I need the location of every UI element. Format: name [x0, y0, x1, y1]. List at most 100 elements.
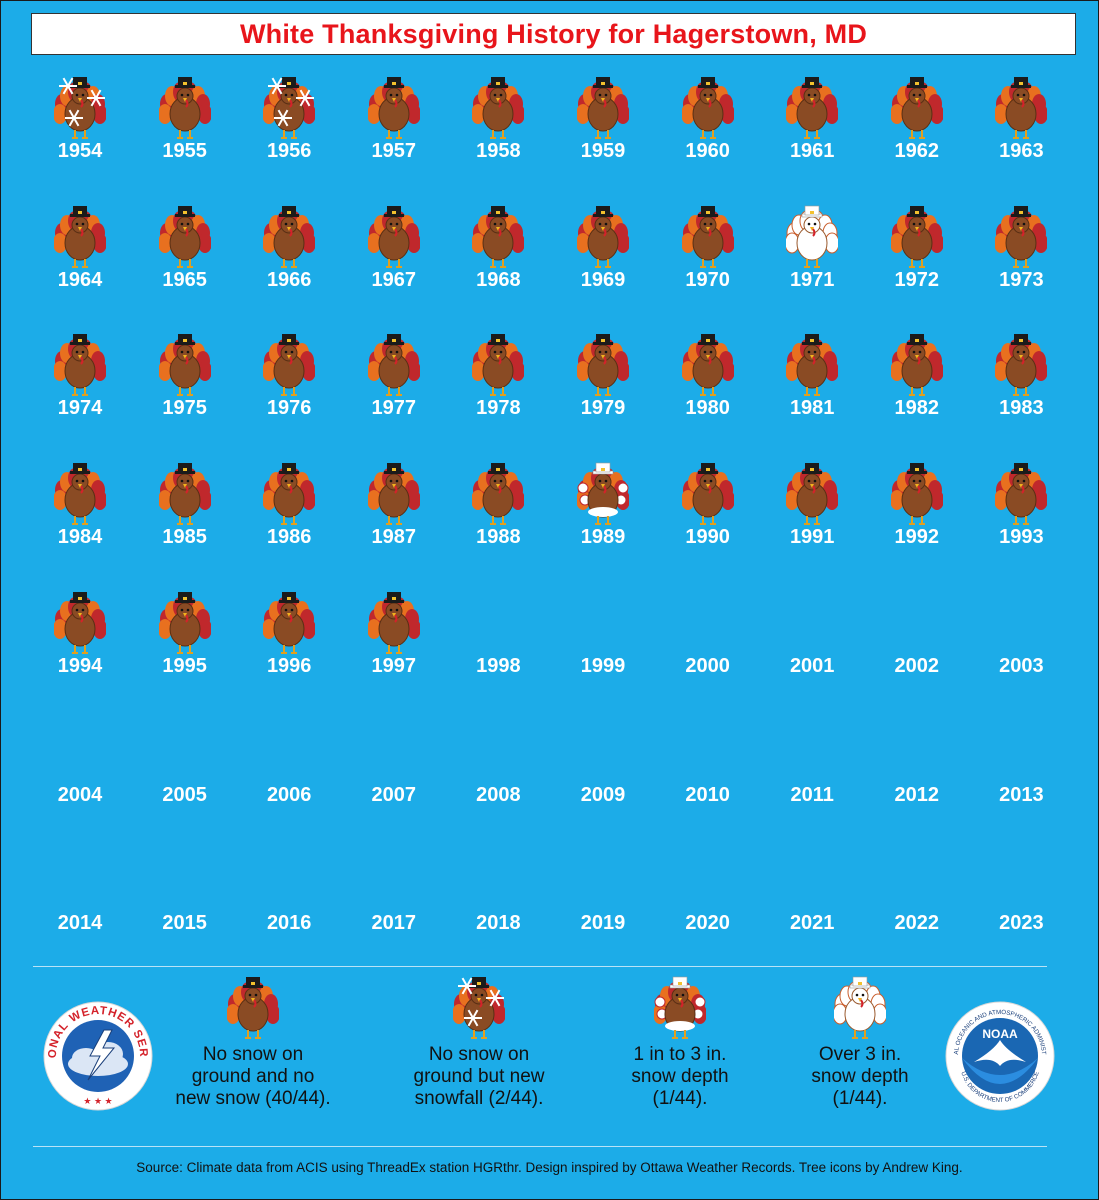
year-label: 1983: [999, 397, 1044, 420]
year-cell: 1973: [976, 205, 1066, 305]
plain-turkey-icon: [226, 976, 280, 1040]
year-cell: 1960: [663, 76, 753, 176]
plain-turkey-icon: [994, 333, 1049, 397]
legend-label: 1 in to 3 in. snow depth (1/44).: [631, 1044, 729, 1109]
source-note: Source: Climate data from ACIS using Thr…: [136, 1160, 963, 1175]
year-label: 2016: [266, 912, 312, 935]
year-cell: 1992: [872, 462, 962, 562]
plain-turkey-icon: [366, 205, 421, 269]
year-label: 1999: [580, 654, 626, 677]
legend-divider: [33, 966, 1047, 967]
year-cell: 1970: [663, 205, 753, 305]
year-label: 1993: [999, 526, 1044, 549]
year-label: 2014: [57, 912, 103, 935]
year-cell: 1985: [140, 462, 230, 562]
year-cell: 1962: [872, 76, 962, 176]
year-label: 1968: [476, 268, 521, 291]
deep-snow-turkey-icon: [832, 976, 888, 1040]
year-label: 1961: [789, 140, 835, 162]
year-cell: 1986: [244, 462, 334, 562]
year-label: 2003: [999, 654, 1044, 677]
legend-item: No snow on ground and no new snow (40/44…: [143, 976, 363, 1110]
year-label: 2020: [685, 912, 730, 935]
year-label: 1965: [162, 268, 207, 291]
plain-turkey-icon: [576, 205, 630, 269]
plain-turkey-icon: [53, 591, 107, 655]
year-cell: 2023: [976, 848, 1066, 948]
year-cell: 1998: [453, 591, 543, 691]
year-label: 2002: [894, 654, 940, 677]
year-cell: 1965: [140, 205, 230, 305]
legend-item: 1 in to 3 in. snow depth (1/44).: [570, 976, 790, 1110]
year-label: 2013: [999, 783, 1044, 806]
legend-item: No snow on ground but new snowfall (2/44…: [369, 976, 589, 1110]
year-cell: 1979: [558, 333, 648, 433]
year-cell: 2018: [453, 848, 543, 948]
year-cell: 1978: [453, 333, 543, 433]
year-label: 1970: [685, 268, 730, 291]
plain-turkey-icon: [366, 333, 421, 397]
plain-turkey-icon: [576, 333, 630, 397]
year-cell: 2017: [349, 848, 439, 948]
year-cell: 2006: [244, 720, 334, 820]
year-cell: 1990: [663, 462, 753, 562]
plain-turkey-icon: [366, 591, 421, 655]
plain-turkey-icon: [157, 205, 212, 269]
year-label: 1988: [476, 526, 521, 549]
year-cell: 2019: [558, 848, 648, 948]
year-label: 1972: [894, 268, 940, 291]
source-divider: [33, 1146, 1047, 1147]
year-cell: 1981: [767, 333, 857, 433]
year-cell: 2005: [140, 720, 230, 820]
year-cell: 1958: [453, 76, 543, 176]
year-label: 1982: [894, 397, 940, 420]
year-cell: 1963: [976, 76, 1066, 176]
year-cell: 2009: [558, 720, 648, 820]
year-cell: 2008: [453, 720, 543, 820]
year-cell: 1964: [35, 205, 125, 305]
year-cell: 2013: [976, 720, 1066, 820]
year-cell: 1991: [767, 462, 857, 562]
plain-turkey-icon: [262, 462, 317, 526]
plain-turkey-icon: [889, 205, 944, 269]
year-cell: 1996: [244, 591, 334, 691]
plain-turkey-icon: [680, 205, 735, 269]
year-label: 1995: [162, 654, 207, 677]
year-cell: 2001: [767, 591, 857, 691]
year-cell: 1997: [349, 591, 439, 691]
year-label: 1974: [57, 397, 103, 420]
year-label: 1987: [371, 526, 417, 549]
year-cell: 2022: [872, 848, 962, 948]
plain-turkey-icon: [680, 462, 735, 526]
year-cell: 1988: [453, 462, 543, 562]
plain-turkey-icon: [889, 76, 944, 140]
legend-label: Over 3 in. snow depth (1/44).: [811, 1044, 909, 1109]
year-cell: 1966: [244, 205, 334, 305]
year-label: 1978: [476, 397, 521, 420]
year-label: 1973: [999, 268, 1044, 291]
year-cell: 1994: [35, 591, 125, 691]
year-cell: 2014: [35, 848, 125, 948]
plain-turkey-icon: [471, 462, 526, 526]
title-box: White Thanksgiving History for Hagerstow…: [31, 13, 1076, 55]
year-label: 1969: [580, 268, 626, 291]
year-label: 2021: [789, 912, 835, 935]
plain-turkey-icon: [576, 76, 630, 140]
year-label: 1967: [371, 268, 417, 291]
year-label: 1960: [685, 140, 730, 162]
year-cell: 2010: [663, 720, 753, 820]
legend-item: Over 3 in. snow depth (1/44).: [750, 976, 970, 1110]
year-label: 2005: [162, 783, 207, 806]
plain-turkey-icon: [889, 462, 944, 526]
year-label: 1985: [162, 526, 207, 549]
year-cell: 1972: [872, 205, 962, 305]
year-cell: 2011: [767, 720, 857, 820]
year-label: 1992: [894, 526, 940, 549]
plain-turkey-icon: [262, 591, 317, 655]
plain-turkey-icon: [471, 205, 526, 269]
plain-turkey-icon: [157, 76, 212, 140]
plain-turkey-icon: [994, 462, 1049, 526]
year-label: 1956: [266, 140, 312, 162]
year-label: 2015: [162, 912, 207, 935]
year-label: 1963: [999, 140, 1044, 162]
